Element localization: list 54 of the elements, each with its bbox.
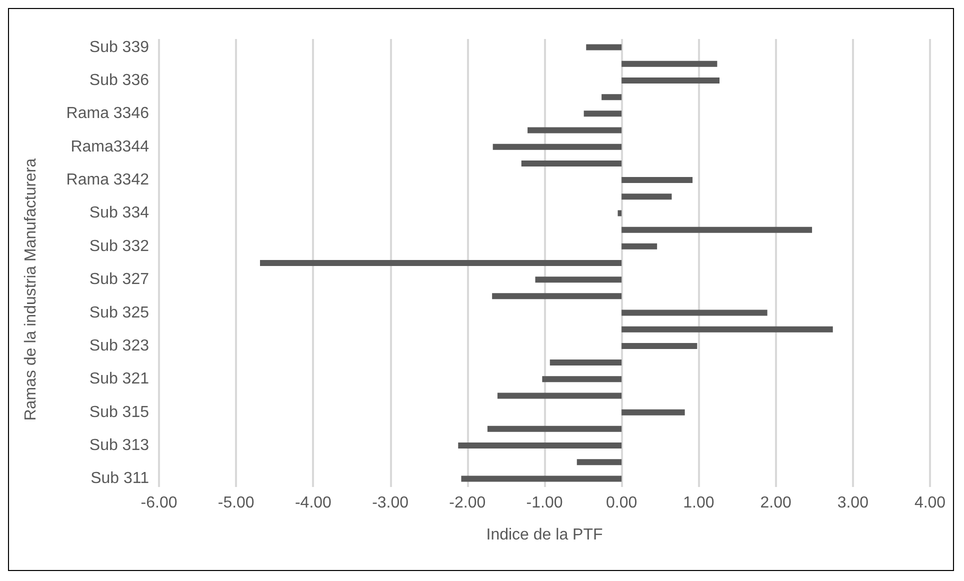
bar (584, 110, 622, 117)
bar (542, 376, 622, 382)
bar (602, 94, 622, 100)
y-tick-label: Rama 3342 (66, 172, 150, 189)
x-tick-label: -4.00 (294, 494, 332, 512)
x-tick-label: 2.00 (760, 494, 792, 512)
bar (487, 426, 622, 432)
bar (622, 342, 698, 349)
x-tick-label: -2.00 (449, 494, 486, 512)
y-tick-label: Sub 323 (89, 337, 150, 354)
bar (622, 60, 718, 67)
y-tick-label: Sub 336 (89, 72, 150, 89)
bar (535, 276, 622, 283)
bar (622, 226, 812, 233)
x-tick-label: -1.00 (526, 494, 563, 512)
bar (622, 177, 693, 184)
bar (521, 160, 622, 166)
bar (497, 392, 622, 399)
y-tick-label: Sub 311 (90, 470, 150, 488)
y-tick-label: Sub 339 (89, 38, 150, 56)
y-tick-label: Sub 327 (89, 271, 150, 288)
x-tick-label: 1.00 (683, 494, 714, 512)
y-tick-label: Sub 325 (89, 304, 150, 322)
x-tick-label: -6.00 (140, 494, 178, 512)
x-tick-label: 0.00 (606, 494, 638, 512)
bar (622, 326, 833, 332)
bar (622, 194, 672, 200)
x-tick-label: 4.00 (914, 494, 946, 512)
bar (576, 459, 622, 466)
y-tick-label: Rama 3346 (66, 105, 150, 122)
y-axis-title: Ramas de la industria Manufacturera (22, 158, 40, 421)
y-tick-label: Rama3344 (70, 138, 150, 156)
bar (618, 210, 622, 216)
bar (622, 409, 685, 416)
bar (550, 360, 622, 366)
bar (492, 293, 622, 300)
bar (586, 44, 622, 50)
bar (492, 144, 622, 150)
x-tick-label: -5.00 (218, 494, 254, 512)
x-tick-label: -3.00 (372, 494, 409, 512)
y-tick-label: Sub 334 (89, 204, 150, 222)
bar (622, 243, 658, 250)
bar (260, 260, 622, 266)
bar (458, 442, 622, 449)
bar (461, 476, 622, 482)
bar (622, 310, 768, 316)
bar (528, 127, 622, 134)
x-axis-title: Indice de la PTF (486, 526, 603, 544)
x-tick-label: 3.00 (837, 494, 869, 512)
y-tick-label: Sub 315 (89, 404, 150, 421)
y-tick-label: Sub 321 (89, 370, 150, 388)
bar (622, 77, 720, 84)
y-tick-label: Sub 332 (89, 238, 150, 255)
y-tick-label: Sub 313 (89, 437, 150, 454)
